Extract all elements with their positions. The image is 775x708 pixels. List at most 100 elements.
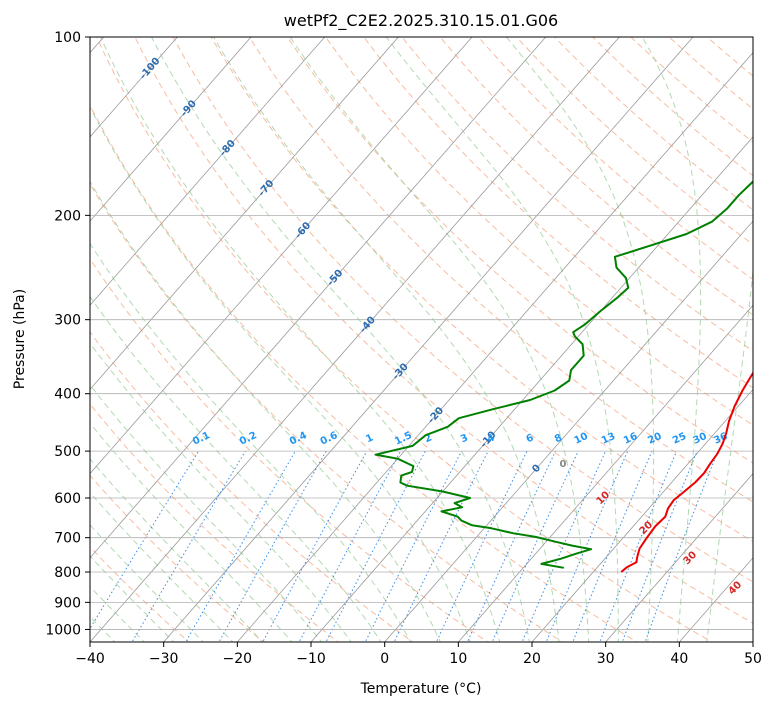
isotherm-line: [90, 37, 547, 559]
mixing-ratio-line: [644, 450, 719, 642]
plot-area: [90, 37, 753, 642]
dry-adiabat-line: [363, 37, 753, 389]
mixing-ratio-line: [599, 450, 678, 642]
isotherm-line: [90, 37, 178, 138]
y-tick-label: 1000: [45, 622, 81, 638]
mixing-ratio-line: [364, 450, 463, 642]
isotherm-line: [163, 37, 694, 642]
plot-frame: [89, 36, 754, 643]
dry-adiabat-line: [90, 331, 414, 642]
dry-adiabat-line: [172, 37, 753, 583]
dry-adiabat-line: [325, 37, 753, 426]
y-tick-label: 200: [54, 208, 81, 224]
moist-adiabat-line: [90, 242, 412, 642]
profile-series: [374, 180, 753, 573]
moist-adiabat-line: [90, 342, 352, 642]
moist-adiabat-line: [90, 180, 441, 642]
y-tick-label: 700: [54, 531, 81, 547]
mixing-ratio-label: 16: [622, 431, 639, 447]
mixing-ratio-line: [572, 450, 653, 642]
dry-adiabat-line: [553, 37, 753, 211]
mixing-ratio-label: 3: [459, 432, 470, 445]
dry-adiabat-line: [401, 37, 753, 352]
mixing-ratio-line: [298, 450, 402, 642]
y-tick-label: 100: [54, 30, 81, 46]
x-tick-label: −40: [75, 651, 105, 667]
moist-adiabat-line: [90, 555, 175, 642]
mixing-ratio-line: [621, 450, 698, 642]
dry-adiabat-line: [477, 37, 753, 280]
mixing-ratio-label: 1: [364, 432, 375, 445]
y-tick-label: 400: [54, 387, 81, 403]
mixing-ratio-label: 10: [573, 431, 590, 447]
mixing-ratio-label: 4: [486, 432, 497, 445]
dry-adiabat-line: [515, 37, 753, 245]
dry-adiabat-line: [248, 37, 753, 503]
isotherm-line: [90, 37, 326, 306]
isotherm-line: [236, 52, 753, 642]
moist-adiabat-line: [90, 295, 382, 642]
x-tick-label: −10: [296, 651, 326, 667]
mixing-ratio-label: 8: [553, 432, 564, 445]
y-axis: 100 200 300 400 500 600 700 800 900 1000: [45, 30, 90, 638]
x-tick-label: 50: [744, 651, 762, 667]
dry-adiabat-line: [134, 37, 753, 624]
moist-adiabat-line: [90, 491, 234, 642]
temperature-line: [620, 371, 753, 573]
mixing-ratio-line: [325, 450, 426, 642]
mixing-ratio-line: [521, 450, 607, 642]
dry-adiabat-label: 0: [560, 459, 567, 470]
x-tick-label: 0: [380, 651, 389, 667]
mixing-ratio-label: 30: [691, 431, 708, 447]
y-tick-label: 500: [54, 444, 81, 460]
mixing-ratio-line: [262, 450, 368, 642]
dry-adiabat-line: [439, 37, 753, 316]
dry-adiabat-line: [90, 403, 340, 642]
x-tick-label: 20: [523, 651, 541, 667]
moist-adiabat-line: [90, 458, 264, 642]
isotherm-line: [90, 37, 473, 475]
isotherm-line: [605, 473, 753, 642]
plot-background: [90, 37, 753, 642]
y-tick-label: 600: [54, 491, 81, 507]
isotherm-line: [457, 304, 753, 642]
y-axis-label: Pressure (hPa): [12, 289, 28, 389]
mixing-ratio-label: 25: [671, 431, 688, 447]
dry-adiabat-line: [210, 37, 753, 543]
chart-title: wetPf2_C2E2.2025.310.15.01.G06: [284, 11, 558, 31]
moist-adiabat-line: [90, 585, 146, 642]
x-tick-label: 10: [449, 651, 467, 667]
dewpoint-line: [374, 180, 753, 569]
dry-adiabat-line: [90, 182, 564, 642]
y-tick-label: 900: [54, 595, 81, 611]
dry-adiabat-line: [90, 474, 265, 642]
isotherm-line: [531, 388, 753, 642]
x-axis-label: Temperature (°C): [360, 681, 482, 697]
isotherm-line: [752, 641, 753, 642]
mixing-ratio-line: [466, 450, 557, 642]
mixing-ratio-line: [491, 450, 579, 642]
y-tick-label: 800: [54, 565, 81, 581]
isotherm-line: [90, 37, 399, 391]
x-tick-label: 30: [597, 651, 615, 667]
isotherm-line: [90, 37, 620, 642]
moist-adiabat-line: [90, 524, 205, 642]
mixing-ratio-label: 6: [524, 432, 535, 445]
moist-adiabat-line: [90, 384, 323, 642]
mixing-ratio-label: 2: [423, 432, 434, 445]
mixing-ratio-line: [218, 450, 327, 642]
mixing-ratio-line: [90, 450, 200, 630]
isotherm-line: [384, 220, 753, 642]
x-axis: −40 −30 −20 −10 0 10 20 30 40 50: [75, 642, 762, 667]
x-tick-label: 40: [670, 651, 688, 667]
x-tick-label: −20: [223, 651, 253, 667]
y-tick-label: 300: [54, 313, 81, 329]
dry-adiabat-line: [90, 104, 639, 642]
isotherm-line: [90, 37, 252, 222]
mixing-ratio-label: 13: [600, 431, 617, 447]
mixing-ratio-label: 20: [646, 431, 663, 447]
moist-adiabat-line: [90, 422, 293, 642]
x-tick-label: −30: [149, 651, 179, 667]
mixing-ratio-line: [185, 450, 296, 642]
